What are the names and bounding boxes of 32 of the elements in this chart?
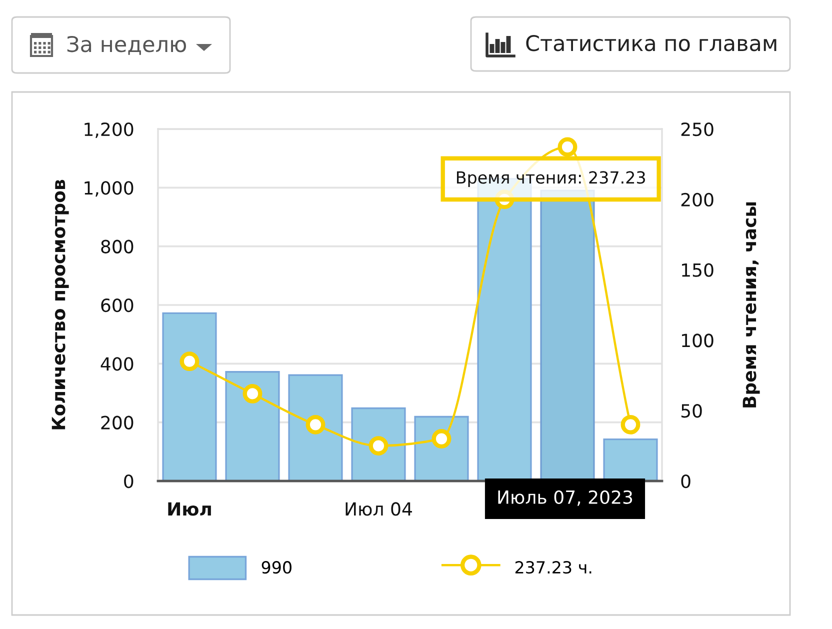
bar <box>225 371 280 481</box>
text: Июль 07, 2023 <box>498 490 632 506</box>
y-tick-label: 600 <box>101 298 134 312</box>
bar <box>162 312 217 481</box>
y2-tick-label: 100 <box>682 334 714 348</box>
point <box>620 414 640 434</box>
y-tick-label: 400 <box>100 357 134 371</box>
x-tick-label: Июл <box>168 502 211 516</box>
y-tick-label: 800 <box>101 240 134 254</box>
y-tick-label: 200 <box>101 416 134 430</box>
y2-tick-label: 250 <box>681 122 714 136</box>
data-label: Время чтения: 237.23 <box>456 171 645 187</box>
y-tick-label: 0 <box>124 474 134 488</box>
bar <box>288 374 343 481</box>
y2-tick-label: 0 <box>681 474 690 488</box>
legend-label: 990 <box>262 561 292 574</box>
legend-label: 237.23 ч. <box>515 561 592 574</box>
y-tick-label: 1,200 <box>84 122 134 138</box>
y-axis-title: Количество просмотров <box>52 180 69 430</box>
point <box>180 352 200 372</box>
point <box>558 137 578 157</box>
y2-tick-label: 150 <box>682 263 714 277</box>
x-tick-label: Июл 04 <box>346 502 412 516</box>
text: За неделю <box>67 36 186 55</box>
bar <box>351 407 406 481</box>
y-tick-label: 1,000 <box>84 181 134 197</box>
point <box>242 384 262 404</box>
y2-tick-label: 50 <box>681 404 702 418</box>
y2-tick-label: 200 <box>681 192 714 207</box>
text: Статистика по главам <box>526 34 776 52</box>
y2-axis-title: Время чтения, часы <box>742 202 760 408</box>
point <box>306 414 326 434</box>
